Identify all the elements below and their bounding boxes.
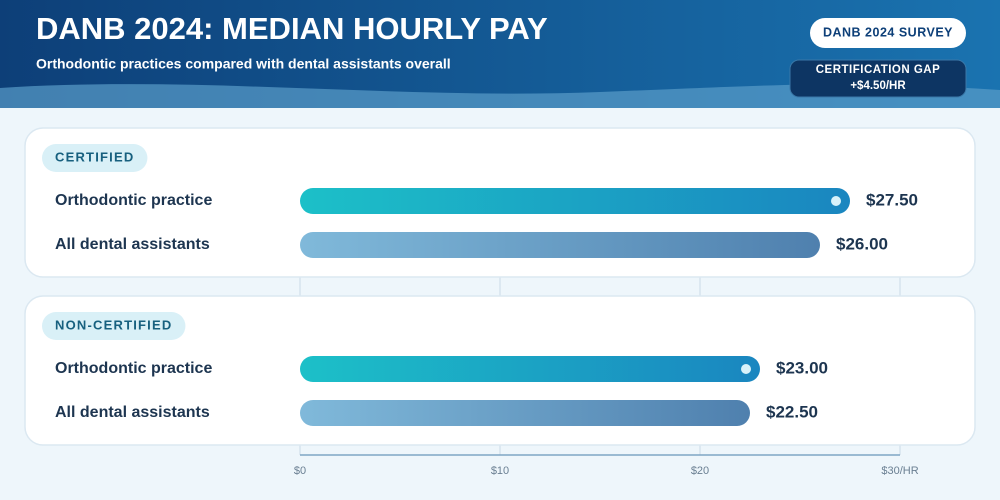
group-label: CERTIFIED — [55, 149, 134, 164]
x-tick-label: $30/HR — [881, 465, 918, 477]
gap-label: CERTIFICATION GAP — [816, 64, 941, 76]
value-label: $27.50 — [866, 190, 918, 209]
header-wave — [0, 84, 1000, 108]
group-pill — [42, 144, 148, 172]
subtitle: Orthodontic practices compared with dent… — [36, 56, 451, 72]
row-label: Orthodontic practice — [55, 192, 212, 209]
bar-dot — [831, 196, 841, 206]
value-label: $23.00 — [776, 358, 828, 377]
badge-text: DANB 2024 SURVEY — [823, 25, 953, 39]
x-tick-label: $10 — [491, 465, 509, 477]
bar-dot — [741, 364, 751, 374]
gap-box — [789, 59, 967, 98]
bar — [300, 356, 760, 382]
group-pill — [42, 312, 186, 340]
bar — [300, 188, 850, 214]
value-label: $22.50 — [766, 402, 818, 421]
row-label: All dental assistants — [55, 236, 210, 253]
bar — [300, 232, 820, 258]
value-label: $26.00 — [836, 234, 888, 253]
x-tick-label: $20 — [691, 465, 709, 477]
x-tick-label: $0 — [294, 465, 306, 477]
group-label: NON-CERTIFIED — [55, 317, 172, 332]
badge — [810, 18, 966, 48]
row-label: All dental assistants — [55, 404, 210, 421]
bar — [300, 400, 750, 426]
row-label: Orthodontic practice — [55, 360, 212, 377]
gap-value: +$4.50/HR — [850, 80, 906, 92]
title: DANB 2024: MEDIAN HOURLY PAY — [36, 11, 548, 46]
